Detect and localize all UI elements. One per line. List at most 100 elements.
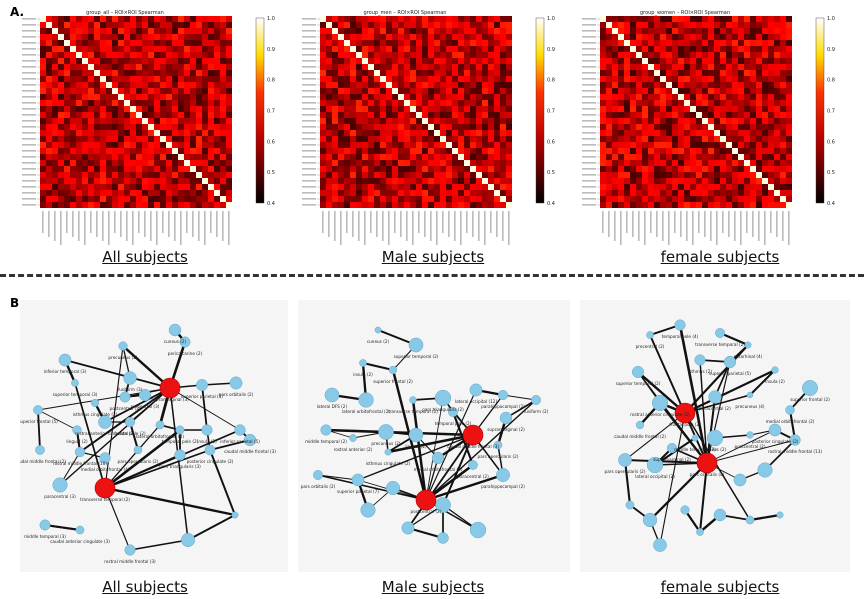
heatmap-cell xyxy=(332,124,338,130)
heatmap-cell xyxy=(732,148,738,154)
col-label xyxy=(162,211,164,233)
heatmap-cell xyxy=(660,202,666,208)
heatmap-cell xyxy=(690,82,696,88)
heatmap-cell xyxy=(172,16,178,22)
heatmap-cell xyxy=(768,64,774,70)
heatmap-cell xyxy=(184,16,190,22)
heatmap-cell xyxy=(124,190,130,196)
heatmap-cell xyxy=(648,154,654,160)
heatmap-cell xyxy=(368,178,374,184)
network-node xyxy=(313,470,323,480)
heatmap-cell xyxy=(422,22,428,28)
heatmap-cell xyxy=(624,34,630,40)
heatmap-cell xyxy=(702,196,708,202)
heatmap-cell xyxy=(356,130,362,136)
network-node-label: pars opercularis (2) xyxy=(478,454,519,459)
heatmap-cell xyxy=(720,112,726,118)
heatmap-cell xyxy=(136,88,142,94)
heatmap-cell xyxy=(374,136,380,142)
heatmap-cell xyxy=(720,88,726,94)
heatmap-cell xyxy=(124,166,130,172)
heatmap-cell xyxy=(220,40,226,46)
heatmap-cell xyxy=(488,58,494,64)
heatmap-cell xyxy=(220,130,226,136)
heatmap-cell xyxy=(452,118,458,124)
heatmap-cell xyxy=(494,202,500,208)
heatmap-cell xyxy=(744,94,750,100)
heatmap-cell xyxy=(100,172,106,178)
heatmap-cell xyxy=(606,46,612,52)
heatmap-cell xyxy=(124,118,130,124)
heatmap-cell xyxy=(100,118,106,124)
heatmap-cell xyxy=(226,124,232,130)
heatmap-cell xyxy=(762,112,768,118)
heatmap-cell xyxy=(160,166,166,172)
heatmap-cell xyxy=(190,118,196,124)
heatmap-cell xyxy=(464,154,470,160)
heatmap-cell xyxy=(338,124,344,130)
heatmap-cell xyxy=(70,16,76,22)
heatmap-cell xyxy=(786,148,792,154)
network-node xyxy=(124,416,136,428)
heatmap-cell xyxy=(696,94,702,100)
heatmap-cell xyxy=(678,118,684,124)
heatmap-cell xyxy=(356,82,362,88)
heatmap-cell xyxy=(702,148,708,154)
heatmap-cell xyxy=(482,124,488,130)
heatmap-cell xyxy=(756,40,762,46)
heatmap-cell xyxy=(112,52,118,58)
heatmap-cell xyxy=(214,58,220,64)
heatmap-cell xyxy=(404,76,410,82)
heatmap-cell xyxy=(630,166,636,172)
heatmap-cell xyxy=(214,166,220,172)
heatmap-cell xyxy=(124,94,130,100)
heatmap-cell xyxy=(416,184,422,190)
network-node-label: transverse temporal (2) xyxy=(80,497,130,502)
heatmap-cell xyxy=(196,118,202,124)
heatmap-cell xyxy=(750,124,756,130)
heatmap-cell xyxy=(696,172,702,178)
heatmap-cell xyxy=(112,202,118,208)
heatmap-cell xyxy=(226,142,232,148)
heatmap-cell xyxy=(94,76,100,82)
heatmap-cell xyxy=(506,178,512,184)
heatmap-cell xyxy=(380,154,386,160)
heatmap-cell xyxy=(386,22,392,28)
heatmap-cell xyxy=(52,154,58,160)
heatmap-cell xyxy=(136,166,142,172)
heatmap-cell xyxy=(404,142,410,148)
heatmap-cell xyxy=(452,178,458,184)
heatmap-cell xyxy=(52,70,58,76)
heatmap-cell xyxy=(440,88,446,94)
heatmap-cell xyxy=(88,100,94,106)
heatmap-cell xyxy=(428,148,434,154)
heatmap-cell xyxy=(392,154,398,160)
heatmap-cell xyxy=(226,178,232,184)
heatmap-cell xyxy=(720,124,726,130)
heatmap-cell xyxy=(46,76,52,82)
heatmap-cell xyxy=(344,148,350,154)
heatmap-cell xyxy=(142,28,148,34)
heatmap-cell xyxy=(52,76,58,82)
heatmap-cell xyxy=(196,64,202,70)
heatmap-cell xyxy=(52,106,58,112)
heatmap-cell xyxy=(714,202,720,208)
colorbar-tick-label: 0.5 xyxy=(267,170,275,176)
heatmap-cell xyxy=(202,178,208,184)
heatmap-cell xyxy=(118,40,124,46)
heatmap-cell xyxy=(130,124,136,130)
heatmap-cell xyxy=(750,202,756,208)
network-edge xyxy=(187,514,236,541)
colorbar-tick-label: 0.9 xyxy=(827,47,835,53)
heatmap-cell xyxy=(88,40,94,46)
heatmap-cell xyxy=(332,22,338,28)
heatmap-cell xyxy=(100,94,106,100)
heatmap-cell xyxy=(422,46,428,52)
row-label xyxy=(582,192,596,194)
heatmap-cell xyxy=(64,118,70,124)
heatmap-cell xyxy=(190,64,196,70)
row-label xyxy=(302,78,316,80)
network-node xyxy=(802,380,818,396)
heatmap-cell xyxy=(148,22,154,28)
heatmap-cell xyxy=(606,142,612,148)
